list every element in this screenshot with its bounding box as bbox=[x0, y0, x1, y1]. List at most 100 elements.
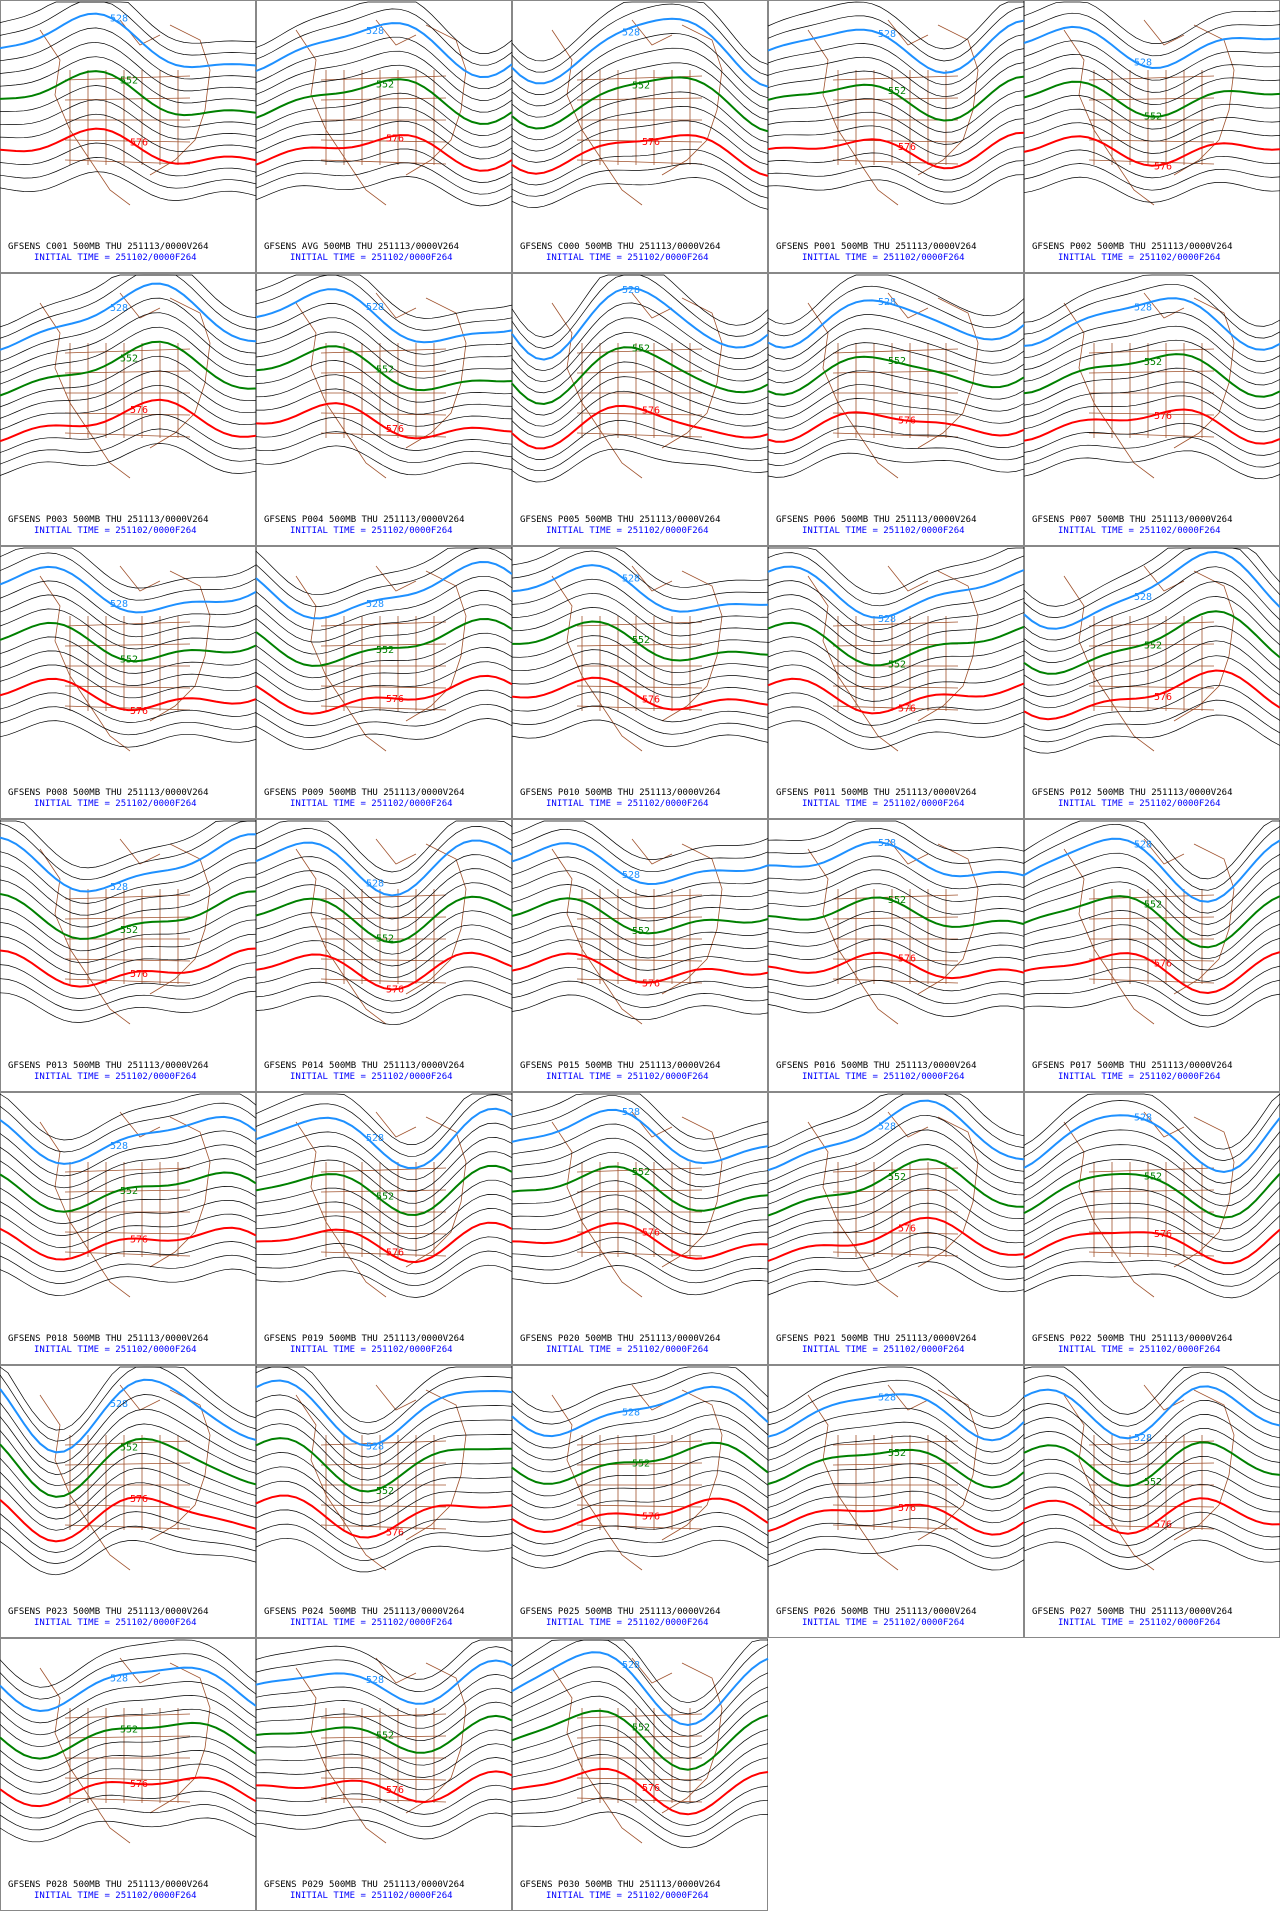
contour-line bbox=[511, 1222, 769, 1260]
contour-line bbox=[767, 552, 1025, 607]
panel-title: GFSENS P002 500MB THU 251113/0000V264 bbox=[1032, 242, 1232, 252]
contour-line bbox=[511, 1372, 769, 1425]
contour-line bbox=[255, 966, 513, 1002]
panel-title: GFSENS P004 500MB THU 251113/0000V264 bbox=[264, 515, 464, 525]
contour-line bbox=[511, 1265, 769, 1296]
contour-line bbox=[255, 176, 513, 207]
caption-bg bbox=[257, 1051, 511, 1091]
contour-line bbox=[0, 1226, 257, 1261]
contour-line bbox=[511, 1695, 769, 1759]
contour-line bbox=[511, 1093, 769, 1140]
contour-line bbox=[1023, 135, 1280, 167]
panel-title: GFSENS P018 500MB THU 251113/0000V264 bbox=[8, 1334, 208, 1344]
border bbox=[64, 1462, 191, 1466]
contour-line bbox=[767, 384, 1025, 419]
contour-line bbox=[1023, 1511, 1280, 1546]
contour-line bbox=[511, 448, 769, 483]
caption-bg bbox=[257, 1597, 511, 1637]
contour-label: 552 bbox=[888, 895, 906, 906]
contour-line bbox=[255, 1480, 513, 1527]
contour-line bbox=[767, 580, 1025, 630]
contour-line bbox=[255, 36, 513, 90]
contour-line bbox=[511, 925, 769, 959]
border bbox=[320, 916, 447, 920]
border bbox=[64, 1231, 191, 1235]
contour-line bbox=[0, 1213, 257, 1248]
border bbox=[64, 685, 191, 689]
panel-title: GFSENS P029 500MB THU 251113/0000V264 bbox=[264, 1880, 464, 1890]
contour-label: 576 bbox=[130, 1494, 148, 1505]
contour-line bbox=[255, 1093, 512, 1145]
contour-line bbox=[255, 938, 513, 979]
border bbox=[832, 348, 959, 354]
contour-line bbox=[767, 706, 1025, 738]
contour-line bbox=[1023, 852, 1280, 914]
contour-line bbox=[511, 3, 769, 76]
border bbox=[64, 1797, 191, 1803]
contour-label: 576 bbox=[642, 137, 660, 148]
caption-bg bbox=[513, 232, 767, 272]
contour-line bbox=[511, 994, 769, 1021]
contour-label: 576 bbox=[642, 695, 660, 706]
contour-label: 552 bbox=[120, 353, 138, 364]
contour-line bbox=[0, 297, 257, 362]
contour-line bbox=[255, 1423, 513, 1481]
contour-line bbox=[511, 1108, 769, 1165]
contour-line bbox=[767, 285, 1025, 337]
map-panel: 528 552 576 GFSENS P030 500MB THU 251113/00… bbox=[511, 1638, 769, 1911]
caption-bg bbox=[1, 1597, 255, 1637]
caption-bg bbox=[513, 505, 767, 545]
contour-line bbox=[767, 1099, 1025, 1172]
border bbox=[64, 621, 191, 627]
contour-line bbox=[1023, 669, 1280, 721]
coastlines bbox=[551, 19, 723, 206]
map-panel: 528 552 576 GFSENS P020 500MB THU 251113/00… bbox=[511, 1092, 769, 1365]
contour-label: 552 bbox=[120, 75, 138, 86]
contour-line bbox=[1023, 12, 1280, 57]
contour-line bbox=[767, 820, 1025, 852]
contour-line bbox=[255, 1250, 513, 1287]
contour-line bbox=[1023, 1441, 1280, 1488]
border bbox=[1088, 1167, 1215, 1173]
contour-line bbox=[255, 647, 513, 691]
panel-init-time: INITIAL TIME = 251102/0000F264 bbox=[546, 526, 709, 536]
contour-line bbox=[255, 674, 513, 715]
contour-line bbox=[0, 127, 257, 165]
contour-line bbox=[1023, 837, 1280, 903]
map-panel: 528 552 576 GFSENS P002 500MB THU 251113/00… bbox=[1023, 0, 1280, 273]
contour-line bbox=[767, 650, 1025, 690]
contour-label: 528 bbox=[110, 1673, 128, 1684]
contour-label: 576 bbox=[386, 134, 404, 145]
contour-label: 552 bbox=[120, 655, 138, 666]
contour-line bbox=[0, 12, 257, 69]
contour-line bbox=[511, 842, 769, 886]
caption-bg bbox=[257, 778, 511, 818]
contour-line bbox=[0, 1, 257, 56]
border bbox=[832, 685, 959, 689]
contour-label: 528 bbox=[622, 870, 640, 881]
caption-bg bbox=[1025, 778, 1279, 818]
contour-line bbox=[0, 1482, 257, 1531]
caption-bg bbox=[257, 1870, 511, 1910]
contour-line bbox=[767, 370, 1025, 407]
contour-line bbox=[767, 1544, 1025, 1571]
contour-line bbox=[767, 1503, 1025, 1536]
contour-line bbox=[0, 1171, 257, 1213]
border bbox=[1088, 705, 1215, 711]
contour-line bbox=[255, 1537, 513, 1573]
contour-line bbox=[1023, 95, 1280, 130]
panel-init-time: INITIAL TIME = 251102/0000F264 bbox=[802, 1618, 965, 1628]
coastlines bbox=[807, 565, 979, 752]
panel-title: GFSENS P028 500MB THU 251113/0000V264 bbox=[8, 1880, 208, 1890]
contour-line bbox=[511, 649, 769, 686]
contour-line bbox=[767, 1, 1024, 50]
contour-line bbox=[511, 1782, 769, 1826]
contour-line bbox=[511, 302, 769, 372]
panel-frame bbox=[0, 0, 256, 273]
contour-line bbox=[767, 342, 1025, 384]
caption-bg bbox=[769, 1597, 1023, 1637]
map-panel: 528 552 576 GFSENS P022 500MB THU 251113/00… bbox=[1023, 1092, 1280, 1365]
border bbox=[1088, 1524, 1215, 1530]
contour-line bbox=[0, 862, 257, 916]
contour-line bbox=[1023, 1483, 1280, 1523]
